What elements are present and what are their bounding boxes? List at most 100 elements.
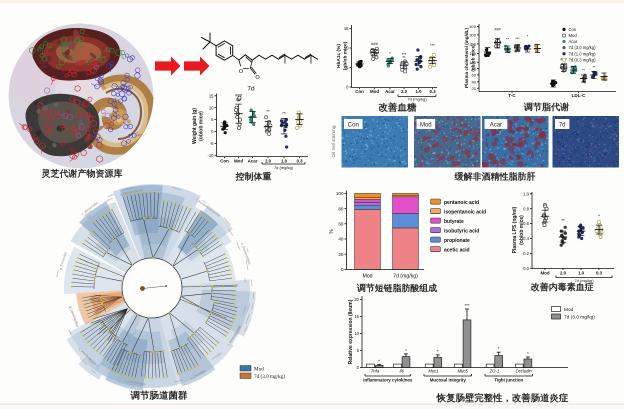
- svg-text:isobutyric acid: isobutyric acid: [444, 228, 479, 234]
- svg-text:Relative expression (Ileum): Relative expression (Ileum): [348, 299, 354, 364]
- svg-text:o_Clostridiales: o_Clostridiales: [125, 379, 147, 387]
- svg-text:*: *: [527, 35, 529, 39]
- svg-text:ZO-1: ZO-1: [489, 369, 500, 374]
- svg-text:5: 5: [346, 65, 349, 70]
- svg-text:*: *: [527, 351, 529, 356]
- svg-text:###: ###: [371, 41, 378, 46]
- svg-text:Acar: Acar: [490, 123, 502, 129]
- svg-text:200: 200: [469, 42, 476, 47]
- svg-text:**: **: [402, 55, 406, 60]
- svg-text:Muc1: Muc1: [428, 369, 438, 374]
- svg-text:80: 80: [472, 66, 477, 71]
- svg-text:Mod: Mod: [362, 274, 372, 280]
- svg-text:40: 40: [338, 237, 344, 242]
- svg-text:80: 80: [338, 206, 344, 211]
- svg-text:*: *: [405, 348, 407, 353]
- svg-text:Plasma cholesterol (mg/dL): Plasma cholesterol (mg/dL): [464, 28, 469, 88]
- svg-text:0.6: 0.6: [523, 221, 529, 226]
- svg-text:7d (3.0 mg/kg): 7d (3.0 mg/kg): [254, 373, 285, 380]
- svg-text:**: **: [282, 111, 286, 116]
- svg-text:7d (mg/kg): 7d (mg/kg): [407, 97, 427, 102]
- svg-text:(ob/ob mice): (ob/ob mice): [519, 215, 525, 245]
- svg-text:15: 15: [354, 314, 359, 319]
- svg-text:**: **: [593, 66, 596, 70]
- svg-text:(ob/ob mice): (ob/ob mice): [343, 41, 349, 70]
- svg-text:10: 10: [344, 46, 349, 51]
- svg-text:f_S24-7: f_S24-7: [88, 358, 100, 368]
- svg-text:###: ###: [494, 28, 501, 32]
- svg-text:Mod: Mod: [569, 33, 578, 38]
- svg-text:0.3: 0.3: [429, 89, 436, 94]
- svg-text:Acar: Acar: [569, 39, 578, 44]
- svg-text:0.0: 0.0: [523, 266, 529, 271]
- svg-text:*: *: [598, 214, 600, 219]
- svg-text:0.4: 0.4: [523, 236, 529, 241]
- svg-text:0: 0: [357, 365, 360, 370]
- svg-text:*: *: [498, 346, 500, 351]
- svg-text:2.0: 2.0: [560, 270, 567, 275]
- svg-text:butyrate: butyrate: [444, 219, 464, 225]
- svg-text:O: O: [239, 69, 244, 75]
- svg-text:100: 100: [336, 191, 344, 196]
- svg-text:300: 300: [469, 33, 476, 38]
- svg-text:2.0: 2.0: [265, 159, 272, 164]
- svg-text:0: 0: [346, 85, 349, 90]
- svg-text:Acar: Acar: [248, 159, 258, 164]
- svg-text:T-C: T-C: [508, 93, 516, 98]
- svg-text:###: ###: [235, 92, 242, 97]
- svg-text:15: 15: [344, 26, 349, 31]
- svg-text:**: **: [582, 69, 585, 73]
- svg-text:Il6: Il6: [399, 369, 404, 374]
- svg-text:7d (0.3 mg/kg): 7d (0.3 mg/kg): [569, 57, 597, 62]
- svg-text:(ob/ob mice): (ob/ob mice): [199, 111, 205, 141]
- svg-text:Inflammatory cytokines: Inflammatory cytokines: [363, 378, 413, 383]
- svg-text:pentanoic acid: pentanoic acid: [444, 200, 479, 206]
- svg-text:7d (3.0 mg/kg): 7d (3.0 mg/kg): [569, 45, 597, 50]
- svg-text:60: 60: [472, 73, 477, 78]
- svg-text:HbA1c (%): HbA1c (%): [336, 44, 342, 68]
- svg-text:Tnfa: Tnfa: [371, 369, 380, 374]
- svg-text:c_Clostridia: c_Clostridia: [190, 369, 207, 380]
- svg-text:Con: Con: [220, 159, 229, 164]
- svg-text:7d (mg/kg): 7d (mg/kg): [574, 278, 594, 283]
- svg-text:LDL-C: LDL-C: [572, 93, 586, 98]
- svg-text:Con: Con: [569, 27, 577, 32]
- svg-text:Mod: Mod: [564, 307, 574, 313]
- svg-text:isopentanoic acid: isopentanoic acid: [444, 209, 486, 215]
- svg-text:20: 20: [338, 252, 344, 257]
- svg-text:propionate: propionate: [444, 238, 470, 244]
- svg-text:0.8: 0.8: [523, 206, 529, 211]
- svg-text:**: **: [561, 218, 565, 223]
- svg-text:%: %: [329, 229, 335, 234]
- svg-text:5: 5: [357, 348, 360, 353]
- svg-text:Tight junction: Tight junction: [494, 378, 523, 383]
- svg-text:***: ***: [464, 303, 470, 308]
- svg-text:0: 0: [211, 129, 214, 134]
- svg-text:acetic acid: acetic acid: [444, 247, 470, 253]
- svg-text:Muc5: Muc5: [458, 369, 469, 374]
- svg-text:7d (mg/kg): 7d (mg/kg): [274, 165, 294, 170]
- svg-text:1.0: 1.0: [281, 159, 288, 164]
- svg-text:Mod: Mod: [420, 123, 432, 129]
- svg-text:*: *: [389, 51, 391, 56]
- svg-text:7d (3.0 mg/kg): 7d (3.0 mg/kg): [564, 315, 595, 321]
- svg-text:Mod: Mod: [254, 367, 264, 373]
- svg-text:Weight gain (g): Weight gain (g): [192, 108, 198, 144]
- svg-text:1.0: 1.0: [523, 191, 529, 196]
- svg-text:o_Bacteroidales: o_Bacteroidales: [240, 242, 252, 265]
- svg-text:a_Clostridiaceae: a_Clostridiaceae: [120, 188, 144, 197]
- svg-text:15: 15: [209, 93, 214, 98]
- svg-text:Con: Con: [348, 123, 359, 129]
- svg-text:***: ***: [402, 52, 407, 57]
- svg-text:400: 400: [469, 24, 476, 29]
- svg-text:0: 0: [341, 267, 344, 272]
- svg-text:20: 20: [354, 297, 359, 302]
- svg-text:20: 20: [472, 86, 477, 91]
- svg-text:0.3: 0.3: [596, 270, 603, 275]
- svg-text:100: 100: [469, 60, 476, 65]
- svg-text:-5: -5: [210, 141, 214, 146]
- svg-text:Acar: Acar: [385, 89, 395, 94]
- svg-text:1.0: 1.0: [578, 270, 585, 275]
- svg-text:5: 5: [211, 117, 214, 122]
- svg-text:-10: -10: [207, 153, 214, 158]
